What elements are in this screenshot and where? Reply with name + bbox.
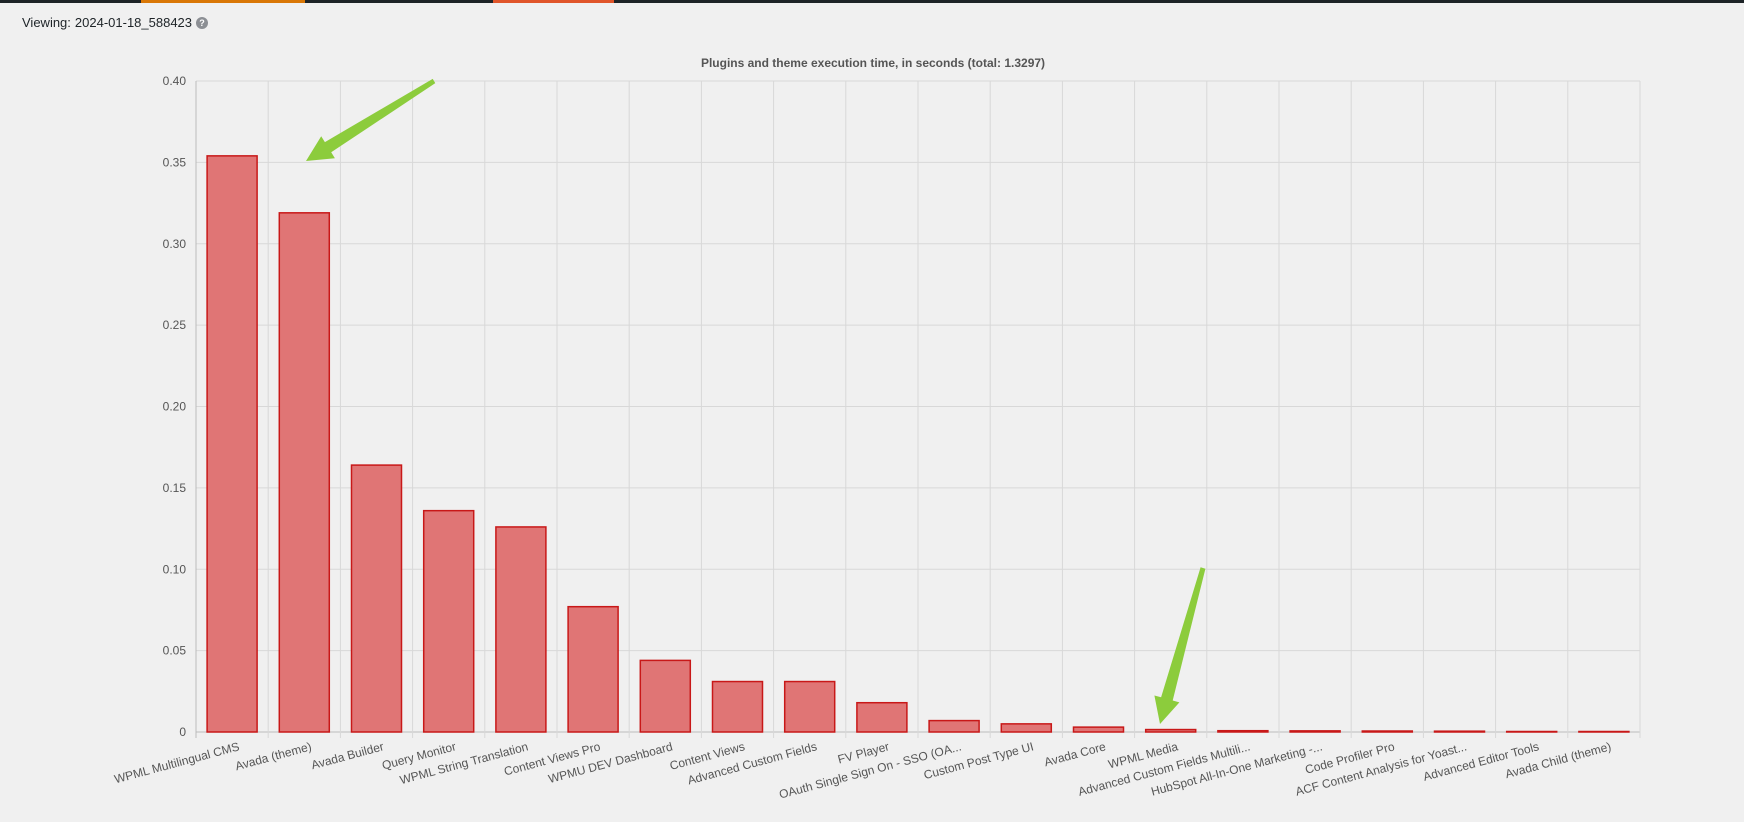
bar[interactable]	[495, 526, 547, 733]
chart-grid	[195, 80, 1641, 738]
y-tick-label: 0.40	[163, 74, 187, 88]
bar[interactable]	[639, 659, 692, 733]
chart-title: Plugins and theme execution time, in sec…	[701, 56, 1045, 70]
bar[interactable]	[1144, 728, 1197, 733]
bar[interactable]	[1505, 730, 1558, 733]
tab-indicator-primary	[141, 0, 305, 3]
bar[interactable]	[711, 680, 764, 733]
y-tick-label: 0.15	[163, 481, 187, 495]
x-tick-label: Avada Builder	[310, 739, 386, 772]
bar[interactable]	[1433, 730, 1486, 733]
y-tick-label: 0.20	[163, 400, 187, 414]
viewing-value: 2024-01-18_588423	[74, 15, 193, 30]
y-tick-label: 0.30	[163, 237, 187, 251]
y-tick-label: 0.25	[163, 318, 187, 332]
annotation-arrow	[1154, 567, 1206, 724]
bar[interactable]	[350, 464, 403, 733]
x-tick-label: WPML Multilingual CMS	[113, 739, 241, 786]
bar[interactable]	[1072, 726, 1125, 733]
bar[interactable]	[856, 701, 908, 733]
y-tick-label: 0	[179, 725, 186, 739]
bar[interactable]	[1578, 730, 1630, 733]
bar[interactable]	[567, 605, 619, 733]
tab-indicator-secondary	[493, 0, 614, 3]
x-tick-label: WPMU DEV Dashboard	[547, 739, 674, 786]
y-tick-label: 0.35	[163, 155, 187, 169]
bar[interactable]	[1000, 723, 1053, 733]
x-tick-label: Avada (theme)	[234, 739, 313, 773]
bar[interactable]	[1217, 729, 1269, 733]
bar[interactable]	[928, 719, 980, 733]
y-tick-label: 0.10	[163, 562, 187, 576]
viewing-info: Viewing: 2024-01-18_588423 ?	[22, 15, 209, 30]
y-axis: 0 0.05 0.10 0.15 0.20 0.25 0.30 0.35 0.40	[163, 74, 187, 739]
question-circle-icon[interactable]: ?	[196, 16, 209, 29]
x-tick-label: Avada Core	[1043, 739, 1108, 769]
chart-annotations	[306, 78, 1206, 724]
bar[interactable]	[422, 509, 475, 733]
bar[interactable]	[206, 155, 258, 733]
annotation-arrow	[306, 78, 436, 161]
bar[interactable]	[1361, 730, 1414, 733]
bar[interactable]	[278, 212, 331, 733]
bar[interactable]	[1289, 730, 1341, 733]
admin-top-bar	[0, 0, 1744, 3]
bar[interactable]	[783, 680, 836, 733]
chart-bars	[206, 155, 1630, 733]
viewing-label: Viewing:	[22, 15, 71, 30]
y-tick-label: 0.05	[163, 644, 187, 658]
